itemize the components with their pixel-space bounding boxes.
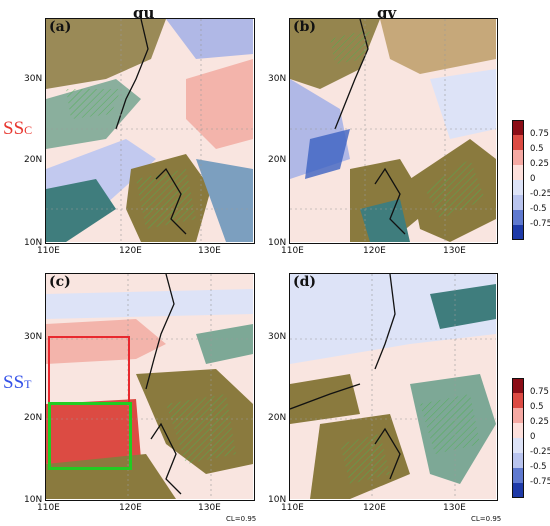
map-field-b xyxy=(290,19,496,242)
row-label-sst: SST xyxy=(3,372,31,394)
map-panel-b: (b) xyxy=(289,18,498,244)
colorbar-top-label-3: 0.25 xyxy=(530,159,549,169)
colorbar-top-label-6: -0.5 xyxy=(530,204,547,214)
ytick-c-10n: 10N xyxy=(24,495,43,505)
colorbar-bottom-seg-8 xyxy=(512,483,524,498)
colorbar-bottom: 0.75 0.5 0.25 0 -0.25 -0.5 -0.75 xyxy=(512,378,550,498)
map-panel-d: (d) xyxy=(289,273,498,501)
colorbar-bottom-label-1: 0.75 xyxy=(530,387,549,397)
xtick-d-110e: 110E xyxy=(281,503,304,513)
map-field-a xyxy=(46,19,253,242)
ytick-c-20n: 20N xyxy=(24,413,43,423)
colorbar-bottom-seg-4 xyxy=(512,423,524,438)
xtick-b-130e: 130E xyxy=(443,246,466,256)
xtick-b-110e: 110E xyxy=(281,246,304,256)
colorbar-bottom-label-3: 0.25 xyxy=(530,417,549,427)
xtick-c-120e: 120E xyxy=(119,503,142,513)
colorbar-bottom-label-7: -0.75 xyxy=(530,477,550,487)
colorbar-top-seg-2 xyxy=(512,135,524,150)
xtick-d-120e: 120E xyxy=(363,503,386,513)
panel-label-a: (a) xyxy=(49,19,72,35)
ytick-b-10n: 10N xyxy=(268,238,287,248)
row-label-sst-sub: T xyxy=(24,377,32,391)
colorbar-top-label-7: -0.75 xyxy=(530,219,550,229)
xtick-a-120e: 120E xyxy=(119,246,142,256)
significance-level-d: CL=0.95 xyxy=(471,515,502,523)
colorbar-top-seg-4 xyxy=(512,165,524,180)
map-field-c xyxy=(46,274,253,499)
map-field-d xyxy=(290,274,496,499)
colorbar-top-seg-8 xyxy=(512,225,524,240)
colorbar-top-seg-6 xyxy=(512,195,524,210)
colorbar-top-label-5: -0.25 xyxy=(530,189,550,199)
colorbar-bottom-label-2: 0.5 xyxy=(530,402,544,412)
panel-label-b: (b) xyxy=(293,19,317,35)
panel-label-d: (d) xyxy=(293,274,317,290)
colorbar-bottom-seg-3 xyxy=(512,408,524,423)
row-label-ssc-main: SS xyxy=(3,118,25,139)
colorbar-top-seg-1 xyxy=(512,120,524,135)
colorbar-bottom-label-6: -0.5 xyxy=(530,462,547,472)
xtick-c-130e: 130E xyxy=(198,503,221,513)
xtick-a-130e: 130E xyxy=(198,246,221,256)
panel-label-c: (c) xyxy=(49,274,71,290)
colorbar-top-seg-3 xyxy=(512,150,524,165)
ytick-d-20n: 20N xyxy=(268,413,287,423)
colorbar-bottom-seg-1 xyxy=(512,378,524,393)
row-label-sst-main: SS xyxy=(3,372,25,393)
colorbar-top-label-2: 0.5 xyxy=(530,144,544,154)
ytick-d-30n: 30N xyxy=(268,332,287,342)
region-box-green xyxy=(48,402,132,470)
colorbar-top-label-4: 0 xyxy=(530,174,536,184)
ytick-a-20n: 20N xyxy=(24,155,43,165)
column-title-qu: qu xyxy=(133,4,155,22)
ytick-c-30n: 30N xyxy=(24,332,43,342)
colorbar-bottom-seg-5 xyxy=(512,438,524,453)
ytick-d-10n: 10N xyxy=(268,495,287,505)
row-label-ssc-sub: C xyxy=(24,123,33,137)
ytick-a-10n: 10N xyxy=(24,238,43,248)
row-label-ssc: SSC xyxy=(3,118,32,140)
xtick-b-120e: 120E xyxy=(363,246,386,256)
column-title-qv: qv xyxy=(377,4,397,22)
ytick-b-30n: 30N xyxy=(268,74,287,84)
map-panel-a: (a) xyxy=(45,18,255,244)
colorbar-bottom-label-4: 0 xyxy=(530,432,536,442)
xtick-d-130e: 130E xyxy=(443,503,466,513)
ytick-a-30n: 30N xyxy=(24,74,43,84)
colorbar-top-seg-5 xyxy=(512,180,524,195)
colorbar-bottom-seg-6 xyxy=(512,453,524,468)
colorbar-bottom-seg-2 xyxy=(512,393,524,408)
region-box-red xyxy=(48,336,130,404)
colorbar-top-label-1: 0.75 xyxy=(530,129,549,139)
xtick-a-110e: 110E xyxy=(37,246,60,256)
colorbar-bottom-seg-7 xyxy=(512,468,524,483)
ytick-b-20n: 20N xyxy=(268,155,287,165)
xtick-c-110e: 110E xyxy=(37,503,60,513)
map-panel-c: (c) xyxy=(45,273,255,501)
colorbar-bottom-label-5: -0.25 xyxy=(530,447,550,457)
colorbar-top-seg-7 xyxy=(512,210,524,225)
significance-level-c: CL=0.95 xyxy=(226,515,257,523)
colorbar-top: 0.75 0.5 0.25 0 -0.25 -0.5 -0.75 xyxy=(512,120,550,240)
